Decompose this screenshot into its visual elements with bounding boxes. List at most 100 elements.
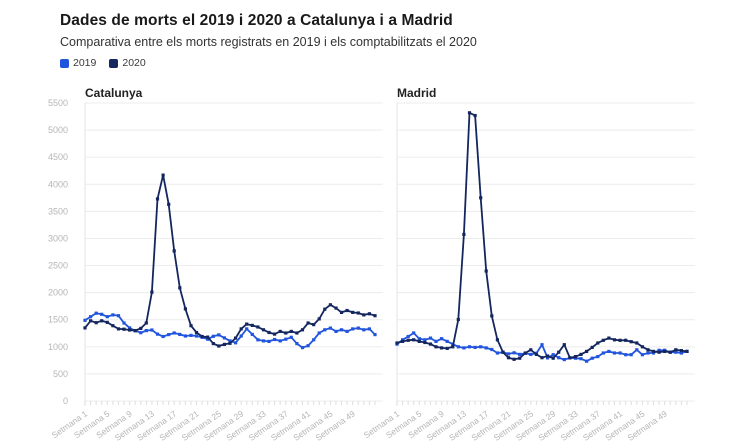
series-2019-point [557, 356, 561, 360]
series-2020-point [518, 356, 522, 360]
series-2019-point [412, 331, 416, 335]
series-2020-point [155, 197, 160, 201]
series-2020-point [406, 338, 410, 342]
y-axis-label: 5000 [48, 125, 68, 135]
series-2020-point [506, 356, 511, 360]
series-2020-point [462, 232, 466, 236]
series-2019-point [624, 353, 628, 357]
y-axis-label: 3500 [48, 206, 68, 216]
series-2020-point [94, 321, 98, 325]
y-axis-label: 2500 [48, 261, 68, 271]
series-2020-point [273, 332, 277, 336]
series-2019-point [222, 336, 226, 340]
series-2019-point [579, 357, 583, 361]
series-2020-point [479, 196, 483, 200]
series-2020-point [440, 346, 444, 350]
series-2019-point [278, 339, 282, 343]
series-2019-point [406, 334, 410, 339]
legend-label-2020: 2020 [122, 57, 146, 69]
series-2019-point [490, 347, 494, 352]
series-2020-point [467, 111, 472, 115]
series-2019-point [317, 331, 321, 335]
series-2020-point [306, 321, 310, 325]
series-2019-point [161, 334, 165, 339]
series-2019-point [267, 339, 271, 343]
series-2020-point [245, 322, 249, 326]
legend-item-2020: 2020 [109, 57, 146, 69]
series-2020-point [395, 341, 399, 345]
series-2020-point [512, 357, 516, 361]
series-2019-point [284, 337, 288, 341]
series-2019-point [356, 326, 360, 330]
series-2020-point [83, 326, 87, 330]
series-2019-point [479, 345, 483, 349]
y-axis-label: 1000 [48, 342, 68, 352]
series-2020-point [284, 331, 288, 335]
series-2020-point [657, 350, 661, 354]
series-2019-point [178, 332, 182, 336]
series-2020-point [200, 334, 204, 339]
series-2020-point [412, 338, 416, 342]
series-2019-point [261, 339, 266, 343]
series-2019-point [640, 353, 644, 357]
y-axis-label: 5500 [48, 98, 68, 108]
series-2020-point [635, 341, 639, 345]
series-2020-point [568, 356, 572, 360]
series-2019-point [551, 353, 555, 357]
series-2019-point [250, 332, 254, 336]
series-2019-point [312, 338, 316, 342]
series-2020-point [428, 342, 433, 346]
series-2020-point [401, 339, 405, 343]
series-2019-point [562, 358, 566, 362]
series-2019-point [211, 334, 215, 338]
series-2020-point [612, 338, 617, 342]
series-2019-point [83, 318, 87, 322]
chart-title: Madrid [397, 86, 436, 100]
series-2020-point [590, 345, 594, 349]
series-2020-point [339, 310, 344, 314]
series-2019-point [217, 333, 221, 337]
series-2020-point [122, 327, 126, 331]
series-2020-point [417, 339, 421, 343]
legend-label-2019: 2019 [73, 57, 97, 69]
series-2020-point [596, 341, 600, 345]
series-2020-point [529, 348, 533, 352]
series-2020-point [317, 317, 321, 321]
series-2020-point [490, 314, 494, 318]
series-2020-point [423, 340, 427, 345]
series-2019-point [540, 343, 544, 347]
y-axis-label: 4500 [48, 152, 68, 162]
series-2020-point [551, 356, 555, 360]
series-2020-point [189, 324, 193, 328]
series-2019-point [295, 342, 299, 346]
legend-swatch-2019 [60, 58, 69, 68]
series-2020-point [451, 345, 455, 349]
series-2020-point [345, 308, 349, 313]
series-2019-point [94, 311, 98, 315]
series-2020-point [289, 329, 293, 333]
series-2020-point [128, 328, 132, 332]
series-2019-point [506, 352, 511, 356]
series-2020-point [178, 286, 182, 290]
series-2019-point [334, 329, 338, 333]
series-2019-point [618, 351, 622, 355]
series-2019-point [206, 337, 210, 341]
series-2020-point [456, 317, 460, 322]
series-2020-point [495, 338, 499, 342]
series-2020-point [228, 341, 232, 345]
series-2019-point [596, 355, 600, 359]
series-2019-point [167, 333, 171, 337]
legend-swatch-2020 [109, 58, 119, 68]
series-2019-point [467, 345, 472, 349]
legend: 2019 2020 [60, 57, 146, 69]
series-2019-point [306, 344, 310, 348]
series-2020-point [573, 355, 578, 359]
series-2019-point [462, 346, 466, 350]
series-2020-point [194, 330, 199, 335]
series-2020-point [150, 290, 154, 294]
series-2020-point [629, 340, 633, 344]
series-2019-point [657, 348, 661, 352]
series-2020-point [139, 326, 143, 330]
series-2020-point [501, 350, 505, 354]
